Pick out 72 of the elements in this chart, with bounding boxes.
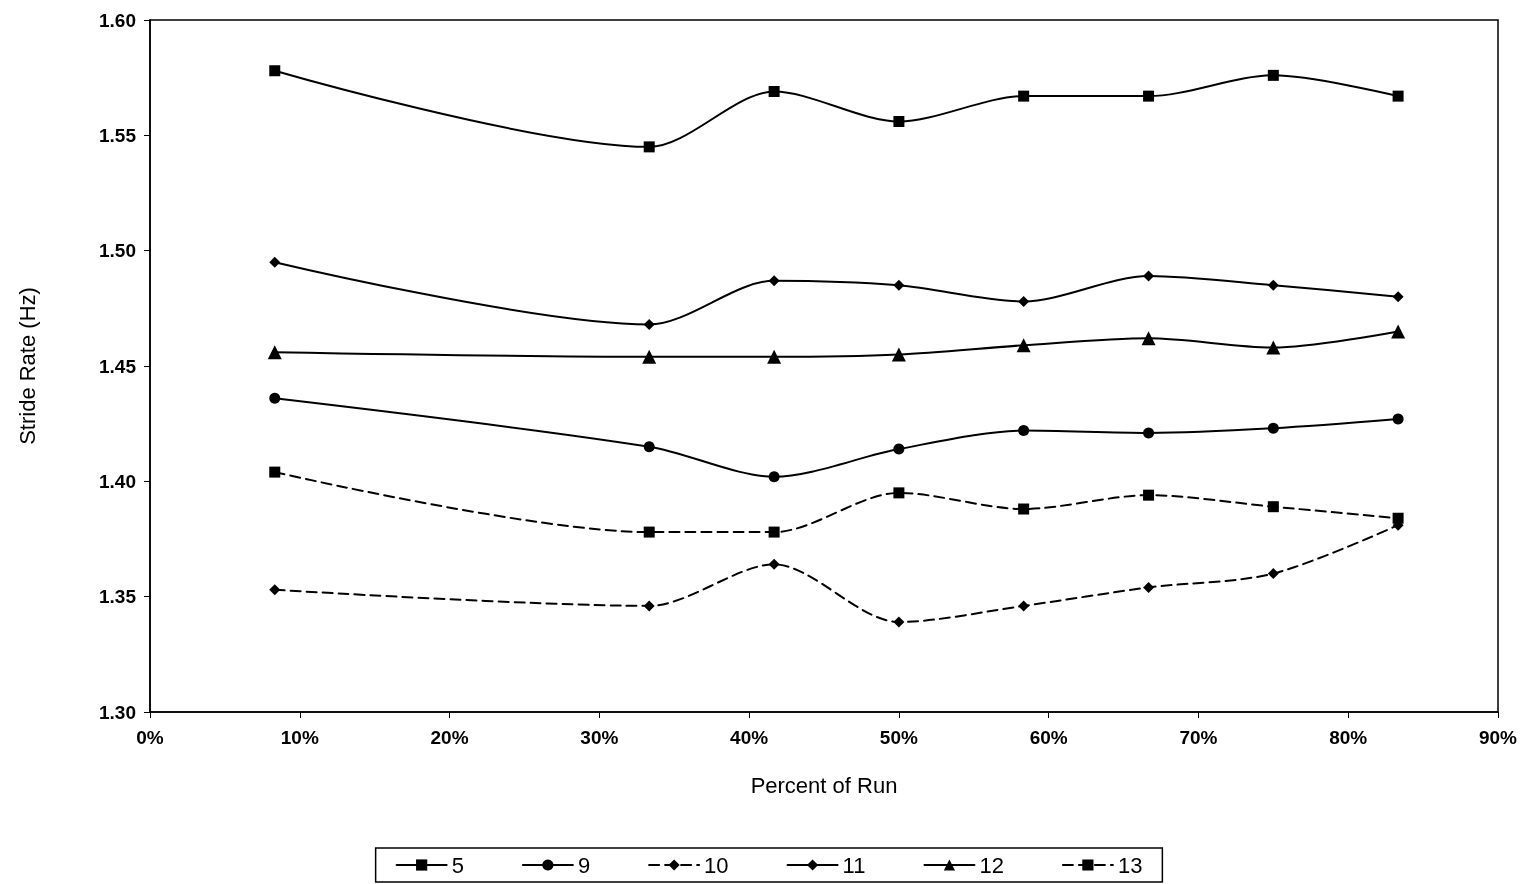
y-tick-label: 1.45 (99, 355, 137, 377)
point (893, 279, 905, 291)
point (1141, 331, 1156, 346)
point (269, 65, 281, 77)
point (1143, 581, 1155, 593)
point (267, 345, 282, 360)
point (893, 115, 905, 127)
point (643, 141, 655, 153)
point (891, 347, 906, 362)
point (1392, 291, 1404, 303)
point (1018, 425, 1030, 437)
point (1267, 422, 1279, 434)
point (1018, 90, 1030, 102)
point (643, 318, 655, 330)
y-tick-label: 1.30 (99, 701, 136, 723)
legend-label: 10 (704, 852, 729, 878)
legend-label: 5 (451, 852, 464, 878)
point (768, 275, 780, 287)
x-tick-label: 80% (1329, 727, 1368, 748)
point (1018, 503, 1030, 515)
point (643, 600, 655, 612)
point (1018, 295, 1030, 307)
point (1392, 90, 1404, 102)
legend-label: 12 (979, 852, 1004, 878)
point (1392, 413, 1404, 425)
x-tick-label: 10% (280, 727, 319, 748)
x-tick-label: 30% (580, 727, 619, 748)
point (269, 584, 281, 596)
point (1266, 340, 1281, 355)
point (768, 526, 780, 538)
x-tick-label: 40% (730, 727, 769, 748)
point (893, 443, 905, 455)
y-tick-label: 1.55 (99, 124, 137, 146)
point (1143, 489, 1155, 501)
point (1267, 69, 1279, 81)
point (269, 392, 281, 404)
x-tick-label: 0% (136, 727, 164, 748)
point (1391, 324, 1406, 339)
y-tick-label: 1.40 (99, 470, 136, 492)
point (1016, 338, 1031, 353)
point (768, 471, 780, 483)
point (893, 616, 905, 628)
x-axis-title: Percent of Run (750, 772, 898, 798)
y-tick-label: 1.35 (99, 586, 137, 608)
point (1143, 427, 1155, 439)
y-tick-label: 1.50 (99, 240, 136, 262)
x-tick-label: 70% (1179, 727, 1218, 748)
point (768, 558, 780, 570)
point (643, 526, 655, 538)
x-tick-label: 50% (879, 727, 919, 748)
point (768, 86, 780, 98)
point (1143, 90, 1155, 102)
point (269, 256, 281, 268)
legend-label: 9 (577, 852, 591, 878)
point (1018, 600, 1030, 612)
point (1267, 501, 1279, 513)
y-axis-title: Stride Rate (Hz) (14, 287, 40, 445)
x-tick-label: 20% (430, 727, 469, 748)
y-tick-label: 1.60 (99, 9, 136, 31)
point (1267, 279, 1279, 291)
point (269, 466, 281, 478)
point (1143, 270, 1155, 282)
legend-label: 11 (842, 852, 866, 878)
point (893, 487, 905, 499)
point (1392, 512, 1404, 524)
point (643, 441, 655, 453)
x-tick-label: 60% (1029, 727, 1068, 748)
legend-label: 13 (1117, 852, 1143, 878)
point (642, 349, 657, 364)
x-tick-label: 90% (1478, 727, 1518, 748)
point (1267, 568, 1279, 580)
point (767, 349, 782, 364)
